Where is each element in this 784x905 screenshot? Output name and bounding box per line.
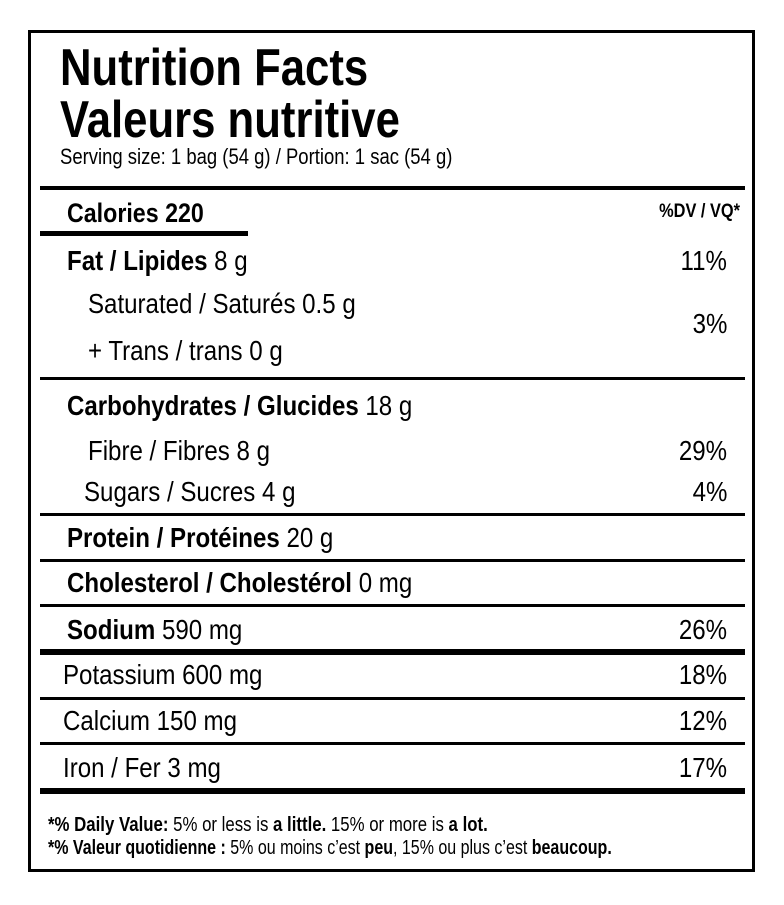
- nutrient-row: Fibre / Fibres 8 g: [88, 435, 271, 466]
- title: Nutrition Facts: [60, 39, 369, 97]
- footnote-text: 5% ou moins c’est: [225, 837, 365, 859]
- footnote-text: , 15% ou plus c’est: [393, 837, 532, 859]
- border: [28, 30, 755, 872]
- footnote-text: 15% or more is: [326, 814, 449, 836]
- divider: [40, 697, 745, 700]
- divider: [40, 513, 745, 516]
- footnote-text: 5% or less is: [168, 814, 274, 836]
- nutrient-amount: 18 g: [365, 390, 413, 421]
- serving-size: Serving size: 1 bag (54 g) / Portion: 1 …: [60, 144, 453, 169]
- footnote-text: *% Daily Value:: [48, 814, 169, 836]
- dv: 12%: [678, 705, 727, 736]
- nutrient-amount: 0 mg: [358, 567, 413, 598]
- dv: 17%: [678, 752, 727, 783]
- calories: Calories 220: [67, 198, 204, 228]
- nutrient-row: Sugars / Sucres 4 g: [84, 476, 296, 507]
- dv: 11%: [680, 245, 727, 276]
- nutrient-row: Carbohydrates / Glucides 18 g: [67, 392, 412, 420]
- dv: 3%: [692, 308, 727, 339]
- dv: 18%: [678, 659, 727, 690]
- dv: 4%: [692, 476, 727, 507]
- nutrient-row: Saturated / Saturés 0.5 g: [88, 288, 356, 319]
- nutrient-row: + Trans / trans 0 g: [88, 335, 283, 366]
- nutrient-row: Sodium 590 mg: [67, 616, 242, 644]
- title: Valeurs nutritive: [60, 91, 400, 149]
- footnote-line: *% Valeur quotidienne : 5% ou moins c’es…: [48, 838, 612, 858]
- footnote-text: a lot.: [448, 814, 488, 836]
- nutrient-row: Calcium 150 mg: [63, 705, 237, 736]
- footnote-text: beaucoup.: [531, 837, 612, 859]
- nutrient-row: Protein / Protéines 20 g: [67, 524, 333, 552]
- nutrient-amount: 590 mg: [161, 614, 243, 645]
- divider: [40, 377, 745, 380]
- dv-heading: %DV / VQ*: [659, 201, 740, 222]
- nutrient-name: Carbohydrates / Glucides: [67, 390, 359, 421]
- nutrient-amount: 20 g: [286, 522, 334, 553]
- divider: [40, 604, 745, 607]
- nutrient-name: Protein / Protéines: [67, 522, 280, 553]
- nutrient-row: Cholesterol / Cholestérol 0 mg: [67, 569, 412, 597]
- footnote-line: *% Daily Value: 5% or less is a little. …: [48, 815, 488, 835]
- divider: [40, 742, 745, 745]
- divider: [40, 231, 248, 236]
- nutrient-row: Potassium 600 mg: [63, 659, 263, 690]
- footnote-text: a little.: [273, 814, 327, 836]
- footnote-text: *% Valeur quotidienne :: [48, 837, 226, 859]
- nutrient-row: Fat / Lipides 8 g: [67, 247, 248, 275]
- divider: [40, 649, 745, 655]
- dv: 26%: [678, 614, 727, 645]
- footnote-text: peu: [364, 837, 393, 859]
- divider: [40, 186, 745, 190]
- nutrient-row: Iron / Fer 3 mg: [63, 752, 221, 783]
- divider: [40, 788, 745, 794]
- nutrient-name: Cholesterol / Cholestérol: [67, 567, 353, 598]
- dv: 29%: [678, 435, 727, 466]
- nutrient-name: Fat / Lipides: [67, 245, 208, 276]
- divider: [40, 559, 745, 562]
- nutrient-name: Sodium: [67, 614, 156, 645]
- nutrient-amount: 8 g: [214, 245, 248, 276]
